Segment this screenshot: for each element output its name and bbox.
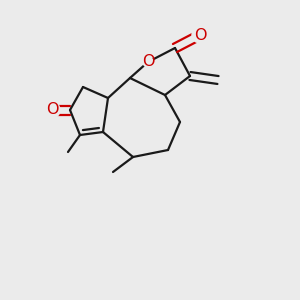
Text: O: O	[142, 55, 154, 70]
Circle shape	[192, 27, 208, 43]
Circle shape	[143, 57, 153, 67]
Text: O: O	[46, 103, 58, 118]
Text: O: O	[194, 28, 206, 43]
Circle shape	[44, 102, 60, 118]
